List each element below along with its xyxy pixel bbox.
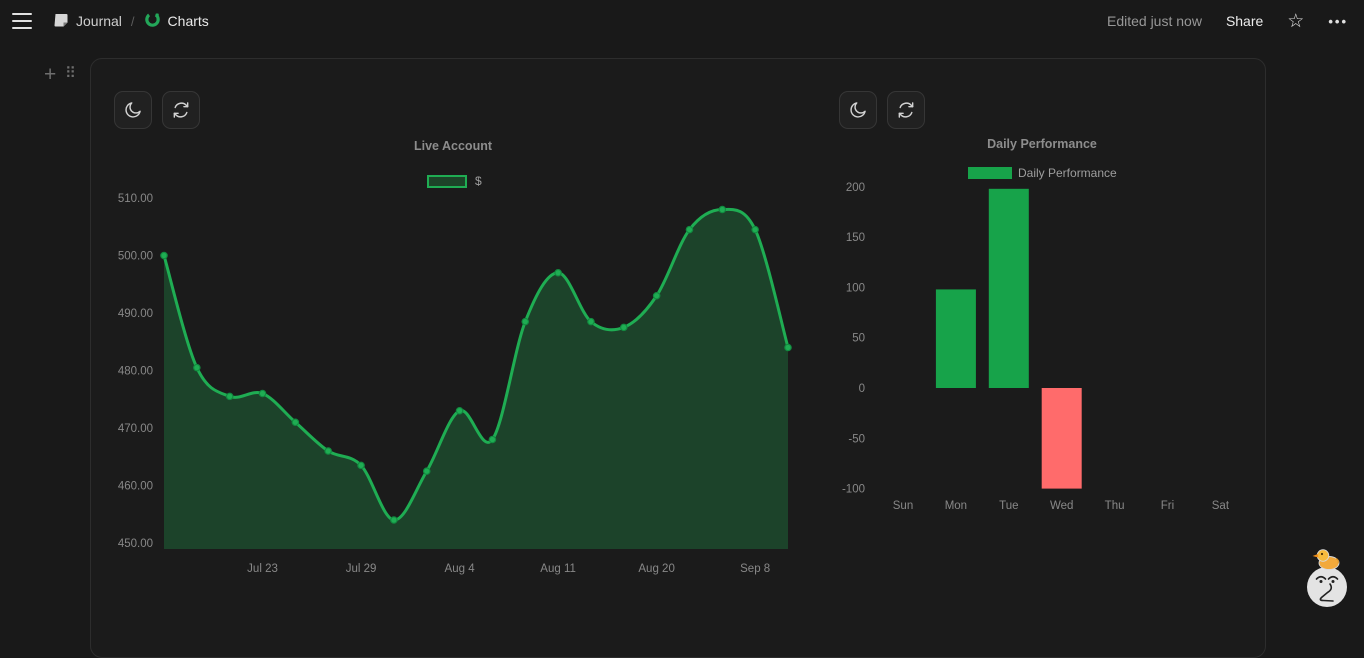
data-point bbox=[225, 392, 234, 401]
x-axis-tick: Thu bbox=[1105, 500, 1125, 512]
breadcrumb-charts-label: Charts bbox=[167, 13, 209, 29]
line-chart-legend[interactable]: $ bbox=[427, 174, 482, 188]
line-chart-title: Live Account bbox=[413, 139, 493, 153]
charts-page-icon bbox=[144, 11, 161, 31]
refresh-button[interactable] bbox=[162, 91, 200, 129]
data-point bbox=[390, 516, 398, 524]
moon-icon bbox=[125, 102, 141, 118]
favorite-star-icon[interactable]: ☆ bbox=[1287, 10, 1305, 32]
y-axis-tick: 500.00 bbox=[118, 251, 153, 263]
theme-toggle-button[interactable] bbox=[839, 91, 877, 129]
data-point bbox=[455, 406, 464, 415]
data-point bbox=[160, 251, 168, 260]
data-point bbox=[718, 205, 727, 214]
y-axis-tick: 510.00 bbox=[118, 193, 153, 205]
rubber-duck-icon bbox=[1312, 549, 1340, 570]
y-axis-tick: -50 bbox=[848, 433, 865, 445]
daily-performance-bar-chart: 200 150 100 50 0 -50 -100 Sun Mon Tue Wed Thu Fri Sat bbox=[842, 182, 1230, 512]
breadcrumb-separator: / bbox=[130, 13, 135, 29]
bar-chart-legend[interactable]: Daily Performance bbox=[968, 166, 1117, 180]
helper-face-circle bbox=[1307, 567, 1347, 607]
breadcrumb-charts[interactable]: Charts bbox=[144, 11, 209, 31]
refresh-icon bbox=[898, 102, 914, 118]
data-point bbox=[422, 467, 431, 475]
y-axis-tick: 460.00 bbox=[118, 481, 153, 493]
y-axis-tick: 450.00 bbox=[118, 538, 153, 550]
duck-helper-widget[interactable] bbox=[1303, 546, 1351, 610]
x-axis-tick: Jul 23 bbox=[247, 563, 278, 575]
data-point bbox=[324, 447, 333, 455]
bar bbox=[935, 289, 976, 388]
y-axis-tick: 490.00 bbox=[118, 308, 153, 320]
area-fill bbox=[164, 209, 788, 549]
x-axis-tick: Sun bbox=[893, 500, 913, 512]
legend-label: $ bbox=[475, 174, 482, 188]
topbar: Journal / Charts Edited just now Share ☆… bbox=[0, 0, 1364, 42]
data-point bbox=[685, 225, 694, 234]
journal-page-icon bbox=[53, 12, 69, 31]
legend-swatch bbox=[427, 174, 467, 188]
data-point bbox=[554, 268, 562, 277]
y-axis-tick: 0 bbox=[859, 383, 865, 395]
bar-chart-title: Daily Performance bbox=[987, 137, 1097, 151]
x-axis-tick: Aug 20 bbox=[638, 563, 674, 575]
drag-handle-icon[interactable]: ⠿ bbox=[65, 65, 76, 82]
legend-swatch bbox=[968, 167, 1012, 179]
data-point bbox=[521, 317, 530, 326]
x-axis-tick: Aug 4 bbox=[445, 563, 476, 575]
doodle-face bbox=[1315, 575, 1339, 602]
refresh-button[interactable] bbox=[887, 91, 925, 129]
y-axis-tick: 470.00 bbox=[118, 423, 153, 435]
x-axis-tick: Jul 29 bbox=[346, 563, 377, 575]
data-point bbox=[357, 461, 365, 470]
data-point bbox=[619, 323, 628, 332]
y-axis-tick: 200 bbox=[846, 182, 865, 194]
x-axis-tick: Fri bbox=[1161, 500, 1174, 512]
y-axis-tick: -100 bbox=[842, 484, 865, 496]
y-axis-tick: 480.00 bbox=[118, 366, 153, 378]
data-point bbox=[291, 418, 300, 427]
x-axis-tick: Wed bbox=[1050, 500, 1073, 512]
theme-toggle-button[interactable] bbox=[114, 91, 152, 129]
x-axis-tick: Sat bbox=[1212, 500, 1230, 512]
moon-icon bbox=[850, 102, 866, 118]
x-axis-tick: Aug 11 bbox=[540, 563, 576, 575]
breadcrumb-journal-label: Journal bbox=[76, 13, 122, 29]
x-axis-tick: Sep 8 bbox=[740, 563, 770, 575]
share-button[interactable]: Share bbox=[1225, 13, 1264, 29]
bar bbox=[1041, 388, 1082, 489]
data-point bbox=[488, 435, 497, 444]
x-axis-tick: Mon bbox=[945, 500, 967, 512]
data-point bbox=[652, 291, 661, 300]
data-point bbox=[751, 225, 759, 234]
add-block-button[interactable]: + bbox=[44, 63, 57, 86]
charts-embed-card: Live Account $ 510.00 500.00 490.00 480.00 4… bbox=[90, 58, 1266, 658]
data-point bbox=[784, 343, 792, 352]
data-point bbox=[193, 363, 201, 372]
edited-status: Edited just now bbox=[1106, 13, 1202, 29]
live-account-line-chart: 510.00 500.00 490.00 480.00 470.00 460.00 450.… bbox=[118, 193, 792, 575]
refresh-icon bbox=[173, 102, 189, 118]
data-point bbox=[258, 389, 267, 398]
more-options-icon[interactable]: ••• bbox=[1328, 13, 1348, 29]
data-point bbox=[587, 317, 595, 326]
menu-icon[interactable] bbox=[12, 13, 32, 29]
x-axis-tick: Tue bbox=[999, 500, 1018, 512]
bar bbox=[988, 188, 1029, 388]
y-axis-tick: 150 bbox=[846, 232, 865, 244]
y-axis-tick: 100 bbox=[846, 282, 865, 294]
y-axis-tick: 50 bbox=[852, 333, 865, 345]
breadcrumb-journal[interactable]: Journal bbox=[53, 12, 122, 31]
legend-label: Daily Performance bbox=[1018, 166, 1117, 180]
